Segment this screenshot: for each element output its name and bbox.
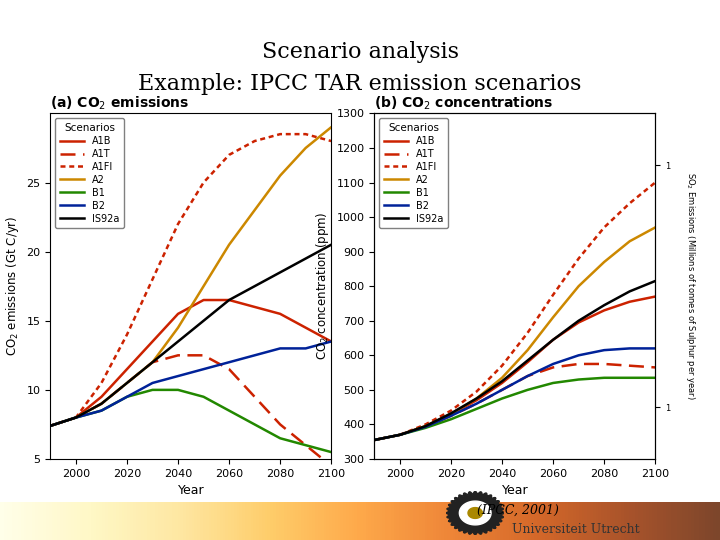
Text: Example: IPCC TAR emission scenarios: Example: IPCC TAR emission scenarios [138,73,582,95]
Text: Universiteit Utrecht: Universiteit Utrecht [512,523,640,536]
Y-axis label: SO$_2$ Emissions (Millions of tonnes of Sulphur per year): SO$_2$ Emissions (Millions of tonnes of … [684,172,697,400]
X-axis label: Year: Year [178,484,204,497]
Polygon shape [459,501,491,525]
Legend: A1B, A1T, A1FI, A2, B1, B2, IS92a: A1B, A1T, A1FI, A2, B1, B2, IS92a [55,118,125,228]
Y-axis label: CO$_2$ emissions (Gt C/yr): CO$_2$ emissions (Gt C/yr) [4,216,21,356]
Text: (b) CO$_2$ concentrations: (b) CO$_2$ concentrations [374,95,554,112]
Text: (a) CO$_2$ emissions: (a) CO$_2$ emissions [50,95,190,112]
Legend: A1B, A1T, A1FI, A2, B1, B2, IS92a: A1B, A1T, A1FI, A2, B1, B2, IS92a [379,118,449,228]
Text: Scenario analysis: Scenario analysis [261,41,459,63]
Polygon shape [446,491,504,535]
Y-axis label: CO$_2$ concentration (ppm): CO$_2$ concentration (ppm) [314,212,331,361]
Text: (IPCC, 2001): (IPCC, 2001) [477,504,559,517]
Polygon shape [468,508,482,518]
X-axis label: Year: Year [502,484,528,497]
Text: Copernicus Institute: Copernicus Institute [7,10,149,23]
